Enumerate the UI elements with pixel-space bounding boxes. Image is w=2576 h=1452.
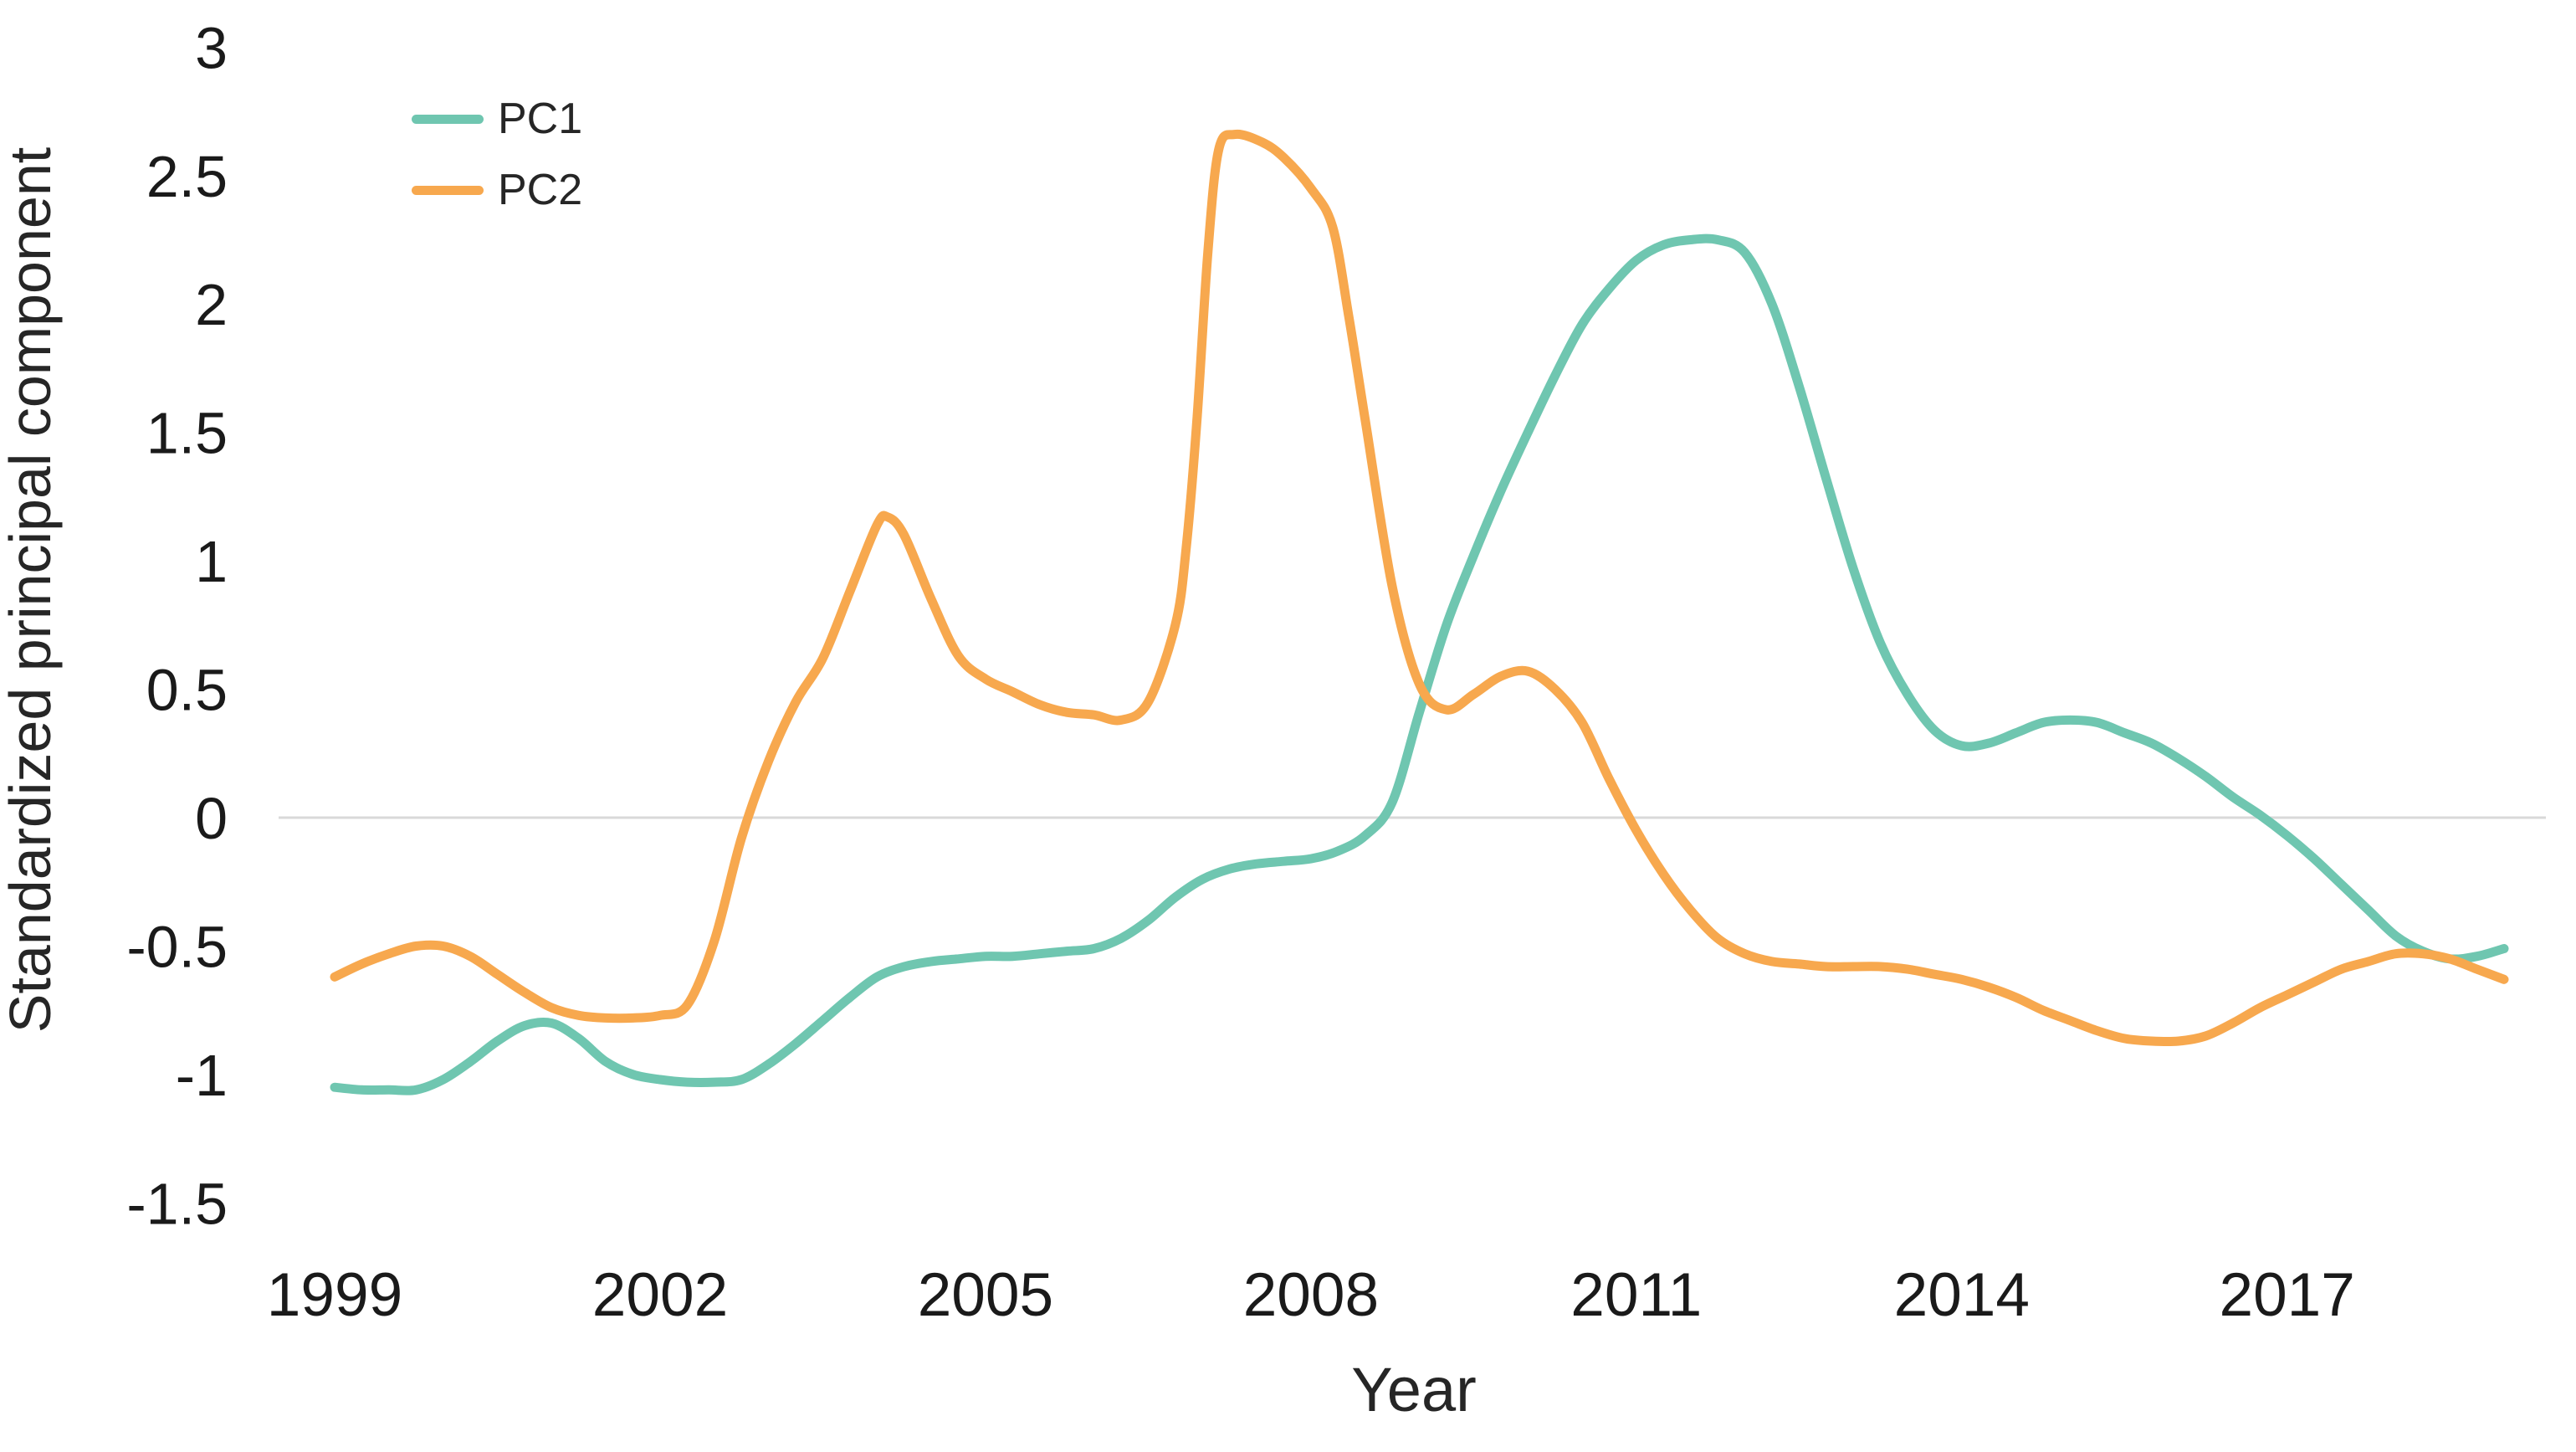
y-tick-label: 0.5 <box>146 658 228 723</box>
legend-item-pc2: PC2 <box>412 168 582 212</box>
x-tick-label: 2014 <box>1894 1261 2030 1329</box>
x-tick-label: 2005 <box>918 1261 1053 1329</box>
pc1-legend-label: PC1 <box>498 95 583 143</box>
y-tick-label: 0 <box>195 786 228 851</box>
y-tick-label: -1 <box>176 1043 228 1108</box>
pc2-line <box>330 129 2509 1047</box>
x-tick-label: 2002 <box>592 1261 728 1329</box>
pc1-legend-swatch <box>412 114 484 124</box>
y-tick-label: 1 <box>195 529 228 594</box>
y-tick-label: 2.5 <box>146 144 228 209</box>
pc2-legend-swatch <box>412 185 484 195</box>
y-tick-label: -0.5 <box>126 915 228 980</box>
pc2-legend-label: PC2 <box>498 166 583 214</box>
pc1-line <box>330 233 2509 1095</box>
x-axis-title: Year <box>1351 1355 1477 1424</box>
y-axis-title: Standardized principal component <box>0 147 63 1033</box>
x-tick-label: 1999 <box>267 1261 402 1329</box>
y-tick-label: 1.5 <box>146 401 228 466</box>
x-tick-label: 2008 <box>1243 1261 1379 1329</box>
x-tick-label: 2011 <box>1570 1261 1702 1329</box>
legend-item-pc1: PC1 <box>412 97 582 141</box>
y-tick-label: -1.5 <box>126 1171 228 1236</box>
x-tick-label: 2017 <box>2219 1261 2354 1329</box>
y-tick-label: 3 <box>195 15 228 80</box>
y-tick-label: 2 <box>195 272 228 337</box>
